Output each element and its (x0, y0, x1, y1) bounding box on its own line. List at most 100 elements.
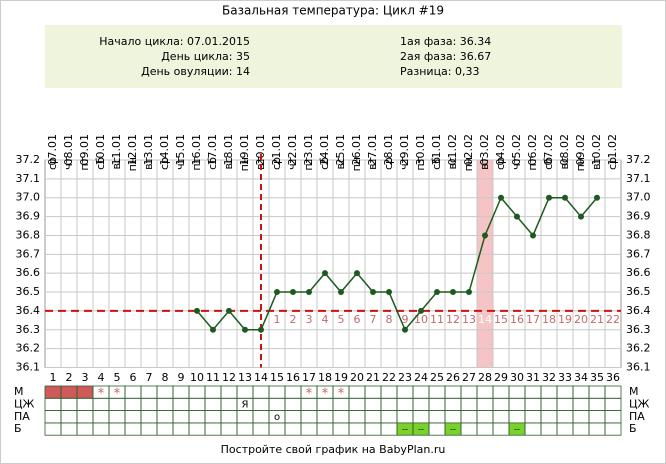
luteal-day-label: 22 (606, 313, 620, 326)
x-tick-label: 14 (254, 371, 268, 384)
footer: Постройте свой график на BabyPlan.ru (221, 443, 446, 456)
date-label: 04.02 (494, 134, 507, 166)
temp-point (226, 307, 232, 314)
weekday-label: сб (206, 157, 219, 170)
date-label: 31.01 (430, 134, 443, 166)
y-tick-label: 36.7 (16, 247, 41, 260)
weekday-label: сб (542, 157, 555, 170)
date-label: 18.01 (222, 134, 235, 166)
row-label: М (629, 385, 639, 398)
x-tick-label: 15 (270, 371, 284, 384)
cell-text: -- (402, 425, 408, 434)
weekday-label: ср (46, 157, 59, 170)
luteal-day-label: 16 (510, 313, 524, 326)
x-tick-label: 17 (302, 371, 316, 384)
x-tick-label: 36 (606, 371, 620, 384)
cell-text: * (338, 387, 345, 402)
weekday-label: пт (78, 156, 91, 170)
weekday-label: ср (382, 157, 395, 170)
weekday-label: вс (446, 157, 459, 170)
x-tick-label: 7 (146, 371, 153, 384)
cell-text: -- (514, 425, 520, 434)
cell-text: Я (242, 399, 249, 410)
y-tick-label: 37.1 (626, 172, 651, 185)
date-label: 13.01 (142, 134, 155, 166)
luteal-day-label: 17 (526, 313, 540, 326)
x-tick-label: 24 (414, 371, 428, 384)
date-label: 10.01 (94, 134, 107, 166)
luteal-day-label: 1 (274, 313, 281, 326)
x-tick-label: 18 (318, 371, 332, 384)
weekday-label: вт (366, 156, 379, 169)
x-tick-label: 9 (178, 371, 185, 384)
y-tick-label: 36.7 (626, 247, 651, 260)
x-tick-label: 35 (590, 371, 604, 384)
temp-point (418, 307, 424, 314)
x-tick-label: 2 (66, 371, 73, 384)
x-tick-label: 32 (542, 371, 556, 384)
x-tick-label: 11 (206, 371, 220, 384)
cell-text: o (274, 412, 280, 423)
date-label: 29.01 (398, 134, 411, 166)
y-tick-label: 37.0 (16, 191, 41, 204)
temp-point (402, 326, 408, 333)
row-label: ПА (629, 410, 645, 423)
x-tick-label: 8 (162, 371, 169, 384)
temp-point (578, 213, 584, 220)
cell-text: * (306, 387, 313, 402)
cell-fill (509, 422, 525, 436)
weekday-label: чт (510, 156, 523, 169)
x-tick-label: 12 (222, 371, 236, 384)
temp-point (258, 326, 264, 333)
weekday-label: сб (430, 157, 443, 170)
date-label: 28.01 (382, 134, 395, 166)
weekday-label: пт (526, 156, 539, 170)
date-label: 26.01 (350, 134, 363, 166)
temp-point (306, 289, 312, 296)
date-label: 20.01 (254, 134, 267, 166)
cell-fill (77, 386, 93, 399)
luteal-day-label: 11 (430, 313, 444, 326)
y-tick-label: 36.1 (16, 361, 41, 374)
temp-point (194, 307, 200, 314)
luteal-day-label: 15 (494, 313, 508, 326)
x-tick-label: 16 (286, 371, 300, 384)
date-label: 16.01 (190, 134, 203, 166)
row-label: ЦЖ (629, 397, 650, 410)
luteal-day-label: 14 (478, 313, 492, 326)
date-label: 11.02 (606, 134, 619, 166)
y-tick-label: 36.4 (16, 304, 41, 317)
temp-point (322, 270, 328, 277)
temp-point (450, 289, 456, 296)
weekday-label: пн (350, 157, 363, 171)
x-tick-label: 6 (130, 371, 137, 384)
luteal-day-label: 5 (338, 313, 345, 326)
date-label: 24.01 (318, 134, 331, 166)
weekday-label: пн (574, 157, 587, 171)
date-label: 21.01 (270, 134, 283, 166)
cell-fill (445, 422, 461, 436)
x-tick-label: 33 (558, 371, 572, 384)
x-tick-label: 25 (430, 371, 444, 384)
info-left: День цикла: 35 (161, 50, 250, 63)
date-label: 17.01 (206, 134, 219, 166)
x-tick-label: 5 (114, 371, 121, 384)
date-label: 08.02 (558, 134, 571, 166)
row-label: Б (14, 422, 22, 435)
y-tick-label: 36.3 (626, 323, 651, 336)
date-label: 06.02 (526, 134, 539, 166)
weekday-label: вс (222, 157, 235, 170)
temp-point (338, 289, 344, 296)
luteal-day-label: 7 (370, 313, 377, 326)
temp-point (354, 270, 360, 277)
x-tick-label: 22 (382, 371, 396, 384)
y-tick-label: 37.2 (16, 153, 41, 166)
weekday-label: чт (286, 156, 299, 169)
x-tick-label: 4 (98, 371, 105, 384)
weekday-label: вс (558, 157, 571, 170)
weekday-label: сб (318, 157, 331, 170)
cell-text: * (114, 387, 121, 402)
cell-text: -- (418, 425, 424, 434)
date-label: 23.01 (302, 134, 315, 166)
weekday-label: ср (158, 157, 171, 170)
